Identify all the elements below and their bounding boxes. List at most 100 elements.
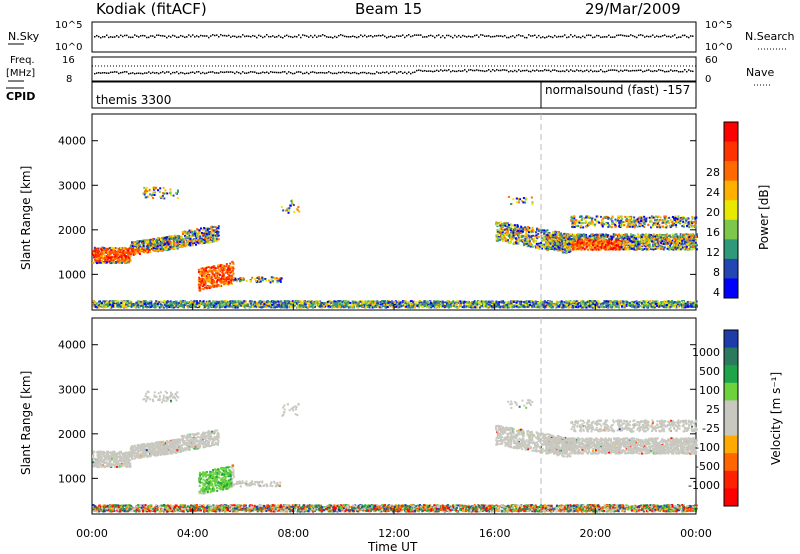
power-echo bbox=[145, 245, 148, 248]
power-echo bbox=[656, 247, 659, 250]
noise-point bbox=[476, 34, 478, 36]
power-echo bbox=[149, 238, 152, 241]
power-echo bbox=[113, 247, 116, 250]
power-echo bbox=[546, 303, 549, 306]
noise-point bbox=[122, 35, 124, 38]
noise-point bbox=[192, 34, 194, 36]
power-echo bbox=[646, 243, 649, 246]
power-echo bbox=[586, 239, 589, 242]
noise-point bbox=[184, 36, 186, 39]
power-echo bbox=[102, 252, 105, 255]
power-echo bbox=[286, 209, 289, 212]
power-echo bbox=[562, 251, 565, 254]
power-echo bbox=[211, 274, 214, 277]
freq-point bbox=[536, 69, 538, 71]
power-echo bbox=[568, 245, 571, 248]
power-echo bbox=[220, 281, 223, 284]
power-echo bbox=[576, 240, 579, 243]
freq-point bbox=[596, 70, 598, 73]
power-echo bbox=[634, 245, 637, 248]
power-echo bbox=[555, 246, 558, 249]
power-echo bbox=[519, 232, 522, 235]
freq-point bbox=[514, 69, 516, 72]
power-echo bbox=[650, 248, 653, 251]
power-echo bbox=[566, 245, 569, 248]
power-echo bbox=[676, 218, 679, 221]
power-echo bbox=[633, 240, 636, 243]
power-echo bbox=[630, 235, 633, 238]
power-echo bbox=[275, 277, 278, 280]
freq-point bbox=[248, 71, 250, 74]
power-echo bbox=[510, 230, 513, 233]
power-echo bbox=[173, 238, 176, 241]
power-echo bbox=[591, 217, 594, 220]
noise-point bbox=[246, 35, 248, 37]
power-echo bbox=[634, 247, 637, 250]
power-echo bbox=[692, 239, 695, 242]
power-echo bbox=[574, 248, 577, 251]
power-echo bbox=[615, 220, 618, 223]
power-echo bbox=[215, 270, 218, 273]
power-echo bbox=[657, 233, 660, 236]
power-echo bbox=[222, 277, 225, 280]
power-echo bbox=[604, 248, 607, 251]
power-echo bbox=[657, 237, 660, 240]
power-echo bbox=[633, 216, 636, 219]
power-echo bbox=[584, 219, 587, 222]
power-echo bbox=[99, 261, 102, 264]
power-echo bbox=[685, 245, 688, 248]
power-echo bbox=[201, 233, 204, 236]
power-echo bbox=[531, 245, 534, 248]
power-echo bbox=[599, 240, 602, 243]
noise-left-tick-top: 10^5 bbox=[55, 20, 82, 31]
power-echo bbox=[511, 236, 514, 239]
noise-point bbox=[204, 35, 206, 37]
power-echo bbox=[138, 252, 141, 255]
power-echo bbox=[218, 270, 221, 273]
noise-point bbox=[448, 34, 450, 37]
freq-point bbox=[594, 70, 596, 72]
power-echo bbox=[262, 277, 265, 280]
freq-point bbox=[644, 70, 646, 72]
power-echo bbox=[644, 217, 647, 220]
noise-point bbox=[260, 35, 262, 38]
power-echo bbox=[191, 244, 194, 247]
power-echo bbox=[512, 242, 515, 245]
power-echo bbox=[194, 240, 197, 243]
power-echo bbox=[106, 248, 109, 251]
noise-point bbox=[242, 34, 244, 36]
power-echo bbox=[645, 238, 648, 241]
power-echo bbox=[655, 234, 658, 237]
power-echo bbox=[112, 253, 115, 256]
power-echo bbox=[638, 241, 641, 244]
power-echo bbox=[254, 277, 257, 280]
freq-point bbox=[260, 72, 262, 74]
freq-point bbox=[264, 71, 266, 74]
power-echo bbox=[630, 238, 633, 241]
noise-point bbox=[678, 36, 680, 38]
power-echo bbox=[519, 235, 522, 238]
power-echo bbox=[193, 241, 196, 244]
freq-point bbox=[452, 70, 454, 72]
noise-point bbox=[470, 36, 472, 38]
power-echo bbox=[208, 227, 211, 230]
freq-point bbox=[316, 72, 318, 74]
power-echo bbox=[630, 245, 633, 248]
power-echo bbox=[232, 277, 235, 280]
power-echo bbox=[510, 234, 513, 237]
noise-point bbox=[320, 35, 322, 37]
freq-point bbox=[116, 71, 118, 73]
power-echo bbox=[690, 236, 693, 239]
power-echo bbox=[551, 246, 554, 249]
freq-point bbox=[476, 69, 478, 71]
power-echo bbox=[553, 242, 556, 245]
power-echo bbox=[558, 238, 561, 241]
freq-point bbox=[128, 72, 130, 75]
power-echo bbox=[604, 245, 607, 248]
power-echo bbox=[563, 237, 566, 240]
power-echo bbox=[212, 239, 215, 242]
freq-point bbox=[382, 71, 384, 74]
power-echo bbox=[130, 247, 133, 250]
freq-point bbox=[304, 72, 306, 75]
noise-point bbox=[370, 34, 372, 37]
